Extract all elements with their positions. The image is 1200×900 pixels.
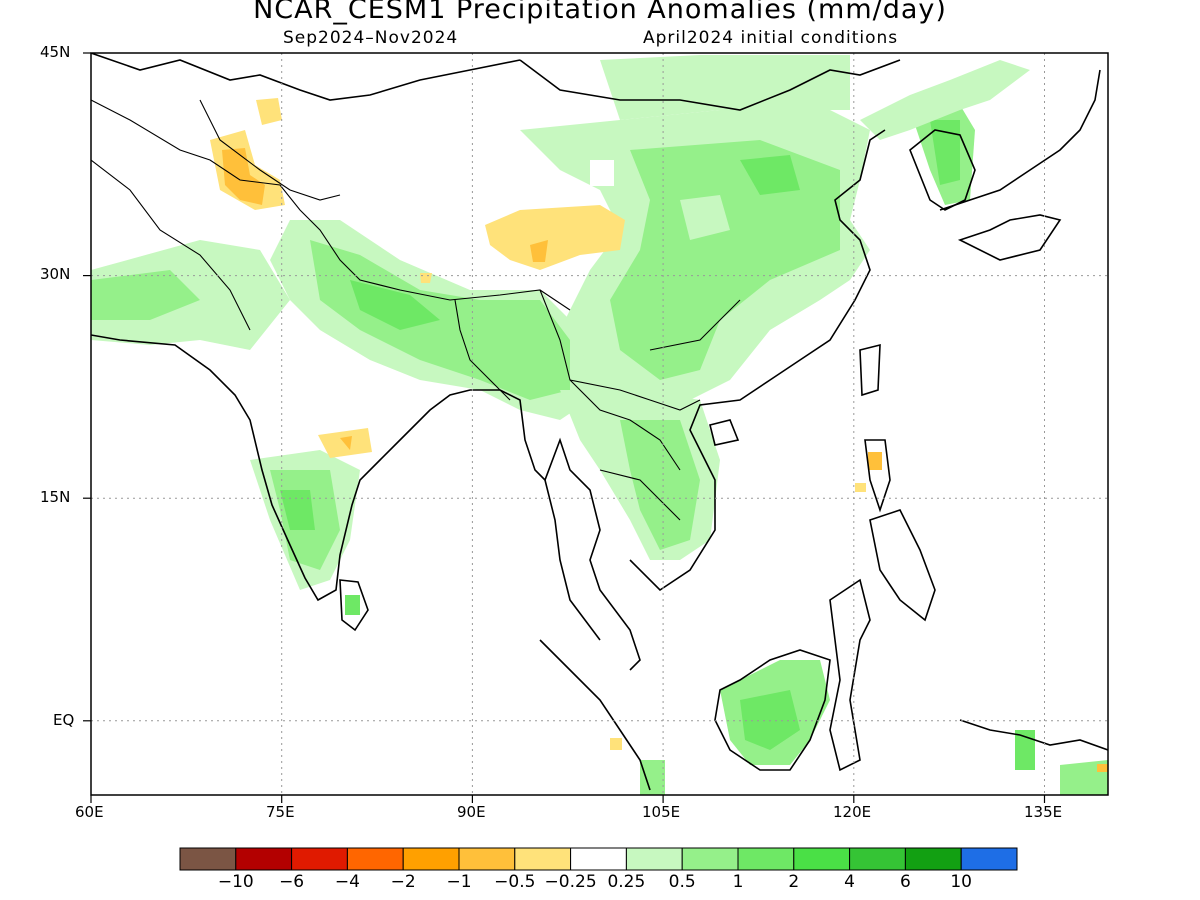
- colorbar-swatch: [346, 847, 404, 871]
- colorbar-swatch: [625, 847, 683, 871]
- colorbar-label: −10: [217, 872, 254, 892]
- forecast-period: Sep2024–Nov2024: [283, 28, 459, 48]
- colorbar-label: 4: [844, 872, 856, 892]
- colorbar-swatch: [570, 847, 627, 871]
- colorbar-label: −0.5: [494, 872, 536, 892]
- lon-label-60e: 60E: [75, 803, 104, 821]
- colorbar-label: 2: [788, 872, 800, 892]
- lon-label-90e: 90E: [457, 803, 486, 821]
- colorbar-label: −0.25: [544, 872, 597, 892]
- colorbar-swatch: [737, 847, 795, 871]
- colorbar-swatch: [514, 847, 572, 871]
- lat-label-15n: 15N: [40, 488, 71, 506]
- colorbar-label: 6: [899, 872, 911, 892]
- colorbar-label: 10: [950, 872, 973, 892]
- lat-label-eq: EQ: [53, 711, 75, 729]
- colorbar-label: −4: [334, 872, 360, 892]
- colorbar-swatch: [793, 847, 851, 871]
- colorbar-swatch: [681, 847, 739, 871]
- colorbar-label: −6: [279, 872, 305, 892]
- colorbar-swatch: [458, 847, 516, 871]
- anomaly-shading: [91, 55, 1108, 795]
- lon-label-75e: 75E: [266, 803, 295, 821]
- colorbar-swatch: [235, 847, 293, 871]
- map-title: NCAR_CESM1 Precipitation Anomalies (mm/d…: [253, 0, 947, 25]
- colorbar-swatch: [960, 847, 1018, 871]
- colorbar-swatch: [179, 847, 237, 871]
- initial-conditions: April2024 initial conditions: [643, 28, 899, 48]
- colorbar: [179, 847, 1018, 871]
- colorbar-label: −1: [446, 872, 472, 892]
- lon-label-135e: 135E: [1024, 803, 1063, 821]
- lat-label-30n: 30N: [40, 265, 71, 283]
- map-frame: [90, 52, 1109, 796]
- country-borders: [91, 99, 741, 521]
- colorbar-label: −2: [390, 872, 416, 892]
- colorbar-swatch: [849, 847, 906, 871]
- colorbar-label: 0.25: [607, 872, 646, 892]
- colorbar-swatch: [904, 847, 962, 871]
- lon-label-120e: 120E: [833, 803, 872, 821]
- colorbar-swatch: [291, 847, 348, 871]
- lon-label-105e: 105E: [642, 803, 681, 821]
- colorbar-label: 0.5: [668, 872, 696, 892]
- lat-label-45n: 45N: [40, 43, 71, 61]
- gridlines: [91, 53, 1108, 795]
- axis-ticks: [83, 52, 1046, 803]
- coastlines: [91, 53, 1108, 791]
- colorbar-swatch: [402, 847, 460, 871]
- colorbar-label: 1: [732, 872, 744, 892]
